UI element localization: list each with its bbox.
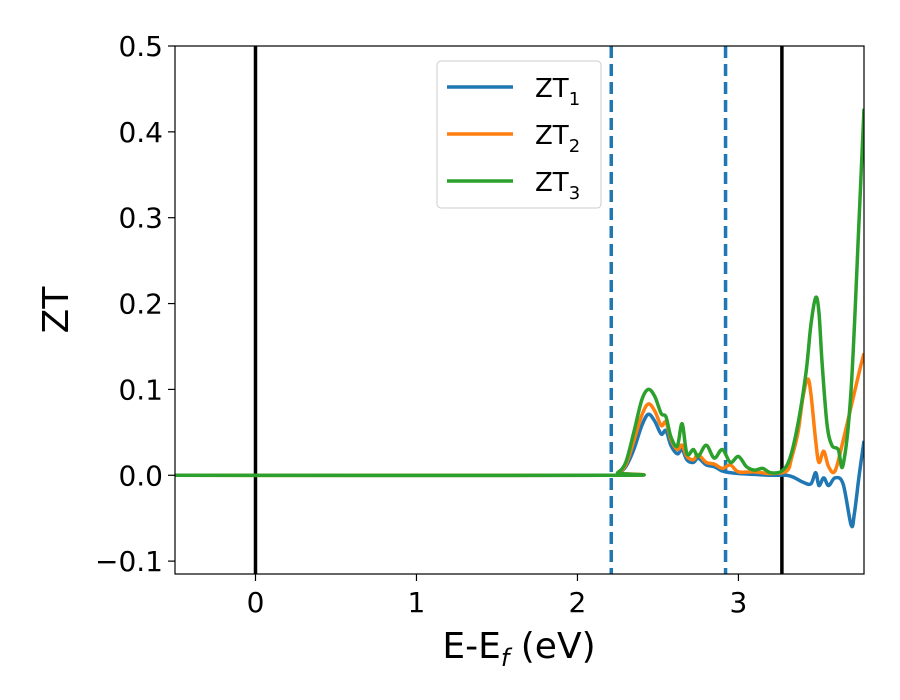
plot-frame	[174, 45, 865, 575]
y-tick-label: −0.1	[95, 545, 163, 578]
x-tick-label: 1	[408, 586, 426, 619]
legend-label-zt3: ZT3	[535, 168, 580, 204]
legend: ZT1 ZT2 ZT3	[436, 60, 602, 209]
axis-ticks: 0 1 2 3 −0.1 0.0 0.1 0.2 0.3 0.4 0.5	[95, 30, 747, 619]
x-tick-label: 2	[569, 586, 587, 619]
y-tick-label: 0.5	[118, 30, 163, 63]
x-axis-label-unit: (eV)	[509, 626, 595, 667]
y-tick-label: 0.1	[118, 373, 163, 406]
legend-label-zt1: ZT1	[535, 74, 580, 110]
x-tick-label: 0	[247, 586, 265, 619]
series-line-zt3	[175, 108, 864, 478]
series-line-zt1	[175, 412, 864, 529]
x-axis-label-main: E-E	[442, 626, 500, 667]
series-line-zt2	[175, 352, 864, 478]
y-axis-label: ZT	[36, 286, 77, 334]
x-axis-label: E-Ef (eV)	[442, 626, 595, 672]
legend-box	[436, 60, 602, 209]
y-tick-label: 0.0	[118, 459, 163, 492]
y-tick-label: 0.4	[118, 116, 163, 149]
y-tick-label: 0.2	[118, 288, 163, 321]
y-tick-label: 0.3	[118, 202, 163, 235]
x-tick-label: 3	[730, 586, 748, 619]
legend-label-zt2: ZT2	[535, 121, 580, 157]
plot-area	[175, 46, 864, 574]
